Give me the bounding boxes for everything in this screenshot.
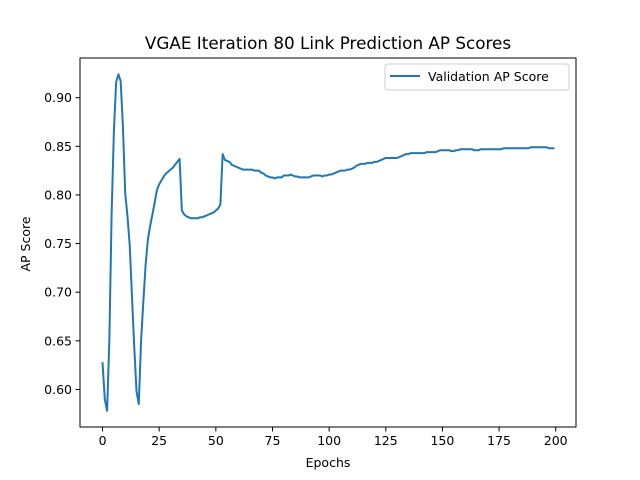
chart-title: VGAE Iteration 80 Link Prediction AP Sco… (145, 33, 511, 53)
x-axis-label: Epochs (306, 455, 351, 470)
x-tick-label: 125 (374, 433, 398, 448)
legend-box (384, 63, 570, 91)
x-tick-label: 200 (544, 433, 568, 448)
y-tick-label: 0.90 (44, 90, 72, 105)
legend-label: Validation AP Score (428, 69, 549, 84)
x-tick-label: 75 (265, 433, 281, 448)
y-tick-label: 0.85 (44, 139, 72, 154)
x-tick-label: 175 (487, 433, 511, 448)
plot-area: 0 25 50 75 100 125 150 175 200 0.60 0.65 0.70 0.75 0.… (44, 57, 577, 448)
y-tick-label: 0.75 (44, 236, 72, 251)
y-tick-label: 0.70 (44, 285, 72, 300)
y-tick-label: 0.60 (44, 382, 72, 397)
y-axis-label: AP Score (18, 216, 33, 271)
x-tick-label: 100 (317, 433, 341, 448)
legend: Validation AP Score (384, 63, 570, 91)
axes-frame (79, 57, 577, 428)
series-line-0 (101, 73, 555, 412)
x-tick-label: 150 (430, 433, 454, 448)
x-tick-label: 0 (99, 433, 107, 448)
x-tick-label: 50 (208, 433, 224, 448)
y-tick-label: 0.65 (44, 333, 72, 348)
y-tick-label: 0.80 (44, 187, 72, 202)
x-tick-label: 25 (151, 433, 167, 448)
